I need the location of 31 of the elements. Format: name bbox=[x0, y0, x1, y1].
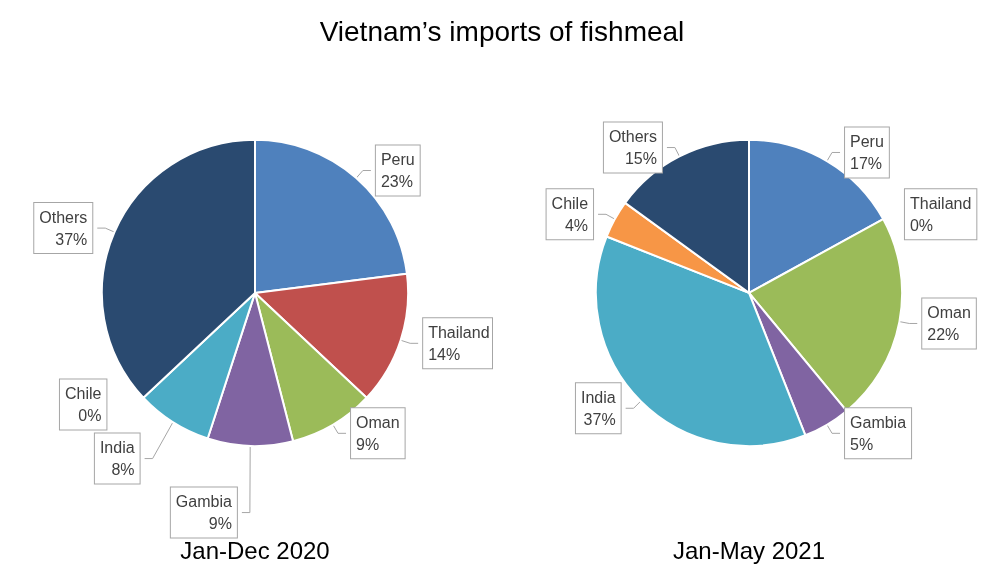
data-label: 17% bbox=[850, 154, 883, 172]
category-label: Chile bbox=[64, 385, 102, 403]
data-label: 23% bbox=[380, 173, 413, 191]
slice-label: Gambia bbox=[175, 493, 232, 511]
slice-label: India bbox=[580, 388, 616, 406]
data-label: 22% bbox=[927, 325, 960, 343]
slice-label: Peru bbox=[850, 132, 884, 150]
slice-label: India bbox=[99, 439, 135, 457]
data-label: 9% bbox=[356, 435, 380, 453]
data-label: 8% bbox=[111, 461, 135, 479]
slice-label: Others bbox=[608, 128, 657, 146]
slice-label: Gambia bbox=[850, 413, 907, 431]
chart-title: Vietnam’s imports of fishmeal bbox=[318, 15, 686, 49]
data-label: 15% bbox=[624, 150, 657, 168]
text: 0% bbox=[78, 407, 102, 425]
data-label: 5% bbox=[850, 435, 874, 453]
data-label: 4% bbox=[564, 216, 589, 234]
data-label: 37% bbox=[583, 410, 616, 428]
slice-label: Chile bbox=[551, 194, 589, 212]
slice-label: Oman bbox=[356, 413, 400, 431]
category-label: Thailand bbox=[909, 194, 972, 212]
data-label: 14% bbox=[428, 345, 461, 363]
text: Jan-Dec 2020 bbox=[180, 536, 330, 564]
text: 0% bbox=[909, 216, 934, 234]
text: Jan-May 2021 bbox=[672, 536, 826, 564]
slice-label: Peru bbox=[380, 151, 415, 169]
slice-label: Others bbox=[39, 208, 88, 226]
slice-label: Oman bbox=[927, 303, 971, 321]
data-label: 9% bbox=[208, 515, 232, 533]
slice-label: Thailand bbox=[428, 323, 490, 341]
data-label: 37% bbox=[55, 230, 88, 248]
